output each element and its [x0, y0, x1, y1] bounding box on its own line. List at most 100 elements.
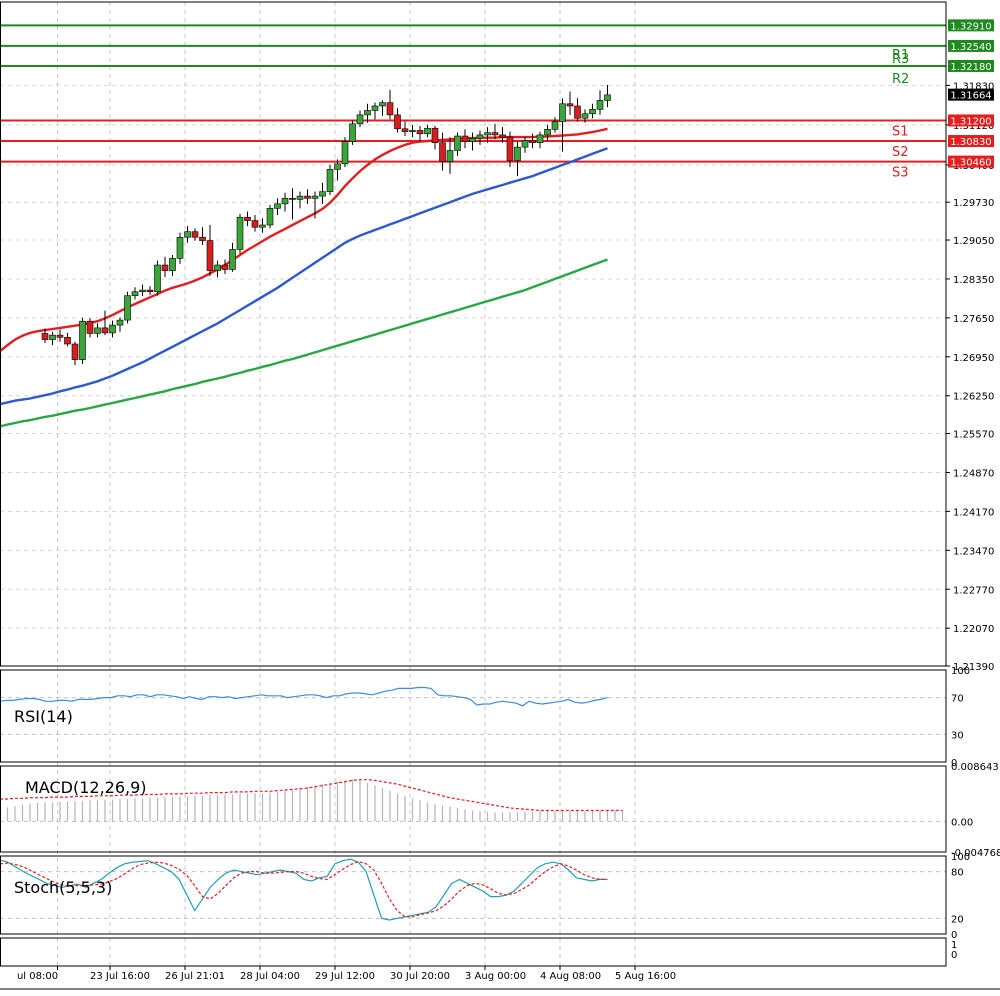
moving-average-line — [0, 127, 608, 353]
candle — [484, 127, 491, 143]
price-tick-label: 1.21390 — [953, 662, 994, 673]
candle-body — [71, 343, 79, 360]
candle — [199, 227, 206, 246]
price-tick-label: 1.22770 — [953, 585, 994, 596]
candle — [79, 317, 86, 365]
candle-body — [79, 320, 86, 360]
candle — [394, 108, 401, 133]
candle — [536, 131, 544, 149]
macd-panel: MACD(12,26,9) — [0, 778, 624, 822]
candle — [476, 130, 484, 145]
candle — [229, 242, 236, 272]
candle-body — [236, 216, 244, 250]
candle — [289, 188, 296, 220]
candle-body — [274, 203, 281, 209]
stoch-signal-line — [0, 860, 608, 918]
rsi-line — [0, 686, 608, 707]
time-tick-label: 23 Jul 16:00 — [90, 971, 150, 982]
panel-frame — [0, 855, 947, 935]
macd-label: MACD(12,26,9) — [25, 778, 147, 797]
candle — [499, 127, 506, 143]
candle-body — [559, 103, 566, 122]
grid-lines — [0, 2, 946, 966]
candle-body — [259, 224, 266, 228]
candle-body — [131, 291, 139, 296]
candle-body — [56, 334, 64, 338]
macd-tick-label: 0.008643 — [951, 762, 999, 773]
candle-body — [529, 140, 536, 143]
candle — [244, 211, 251, 227]
extra-tick-label: 1 — [951, 940, 957, 951]
candle — [356, 110, 364, 128]
stochastic-panel: Stoch(5,5,3) — [0, 858, 608, 921]
candle-body — [64, 337, 71, 345]
panel-frame — [0, 1, 947, 667]
time-tick-label: ul 08:00 — [17, 971, 58, 982]
candle — [506, 131, 514, 168]
candle — [334, 159, 341, 181]
candle-body — [304, 195, 311, 199]
candle — [379, 100, 386, 117]
candle-body — [244, 216, 251, 221]
price-tick-label: 1.26950 — [953, 353, 994, 364]
rsi-tick-label: 70 — [951, 694, 964, 705]
candle-body — [116, 319, 124, 326]
candle — [596, 90, 604, 115]
candle-body — [499, 134, 506, 138]
price-tick-label: 1.29050 — [953, 236, 994, 247]
candle-body — [154, 264, 161, 293]
candle-body — [454, 135, 461, 151]
price-tick-label: 1.26250 — [953, 392, 994, 403]
candle — [544, 124, 551, 142]
time-tick-label: 28 Jul 04:00 — [240, 971, 300, 982]
candle-body — [341, 141, 349, 165]
candle — [424, 124, 431, 138]
candle-body — [521, 140, 529, 148]
price-axis: 1.318301.311201.304001.297301.290501.283… — [946, 81, 1000, 961]
candle — [296, 191, 304, 209]
stoch-tick-label: 0 — [951, 930, 957, 941]
candle-body — [184, 231, 191, 238]
candle — [184, 226, 191, 243]
candle — [439, 132, 446, 171]
candle — [71, 341, 79, 366]
candle-body — [604, 94, 611, 101]
candle — [214, 260, 221, 278]
price-tick-label: 1.31830 — [953, 81, 994, 92]
price-tick-label: 1.29730 — [953, 198, 994, 209]
candle — [176, 232, 184, 264]
candle-body — [581, 113, 589, 119]
moving-average-line — [0, 258, 608, 428]
candle-body — [469, 137, 476, 142]
candle — [251, 214, 259, 232]
candle-body — [146, 289, 154, 293]
candle-body — [596, 100, 604, 110]
candle-body — [191, 231, 199, 238]
candle — [341, 137, 349, 168]
candle — [94, 323, 101, 338]
candle-body — [109, 324, 116, 334]
level-label-r2: R2 — [892, 72, 909, 87]
panel-frame — [0, 937, 947, 967]
level-price-tag-text: 1.32540 — [950, 42, 991, 53]
macd-tick-label: -0.004768 — [951, 848, 1000, 859]
level-tags: 1.32910 1.32540 1.32180 1.31200 1.30830 1.304… — [892, 19, 994, 181]
level-price-tag-s3 — [948, 155, 994, 168]
candle — [529, 133, 536, 149]
candle — [154, 260, 161, 296]
candle — [169, 255, 176, 277]
candle — [319, 182, 326, 204]
stoch-tick-label: 80 — [951, 868, 964, 879]
extra-tick-label: 0 — [951, 950, 957, 961]
candle-body — [536, 134, 544, 143]
rsi-tick-label: 0 — [951, 758, 957, 769]
level-label-s3: S3 — [892, 166, 909, 181]
candle-body — [371, 105, 379, 111]
candle-body — [289, 198, 296, 200]
candle-body — [101, 327, 109, 334]
level-price-tag-r2 — [948, 39, 994, 52]
candle — [574, 98, 581, 122]
candle — [161, 256, 169, 278]
candle — [559, 98, 566, 152]
